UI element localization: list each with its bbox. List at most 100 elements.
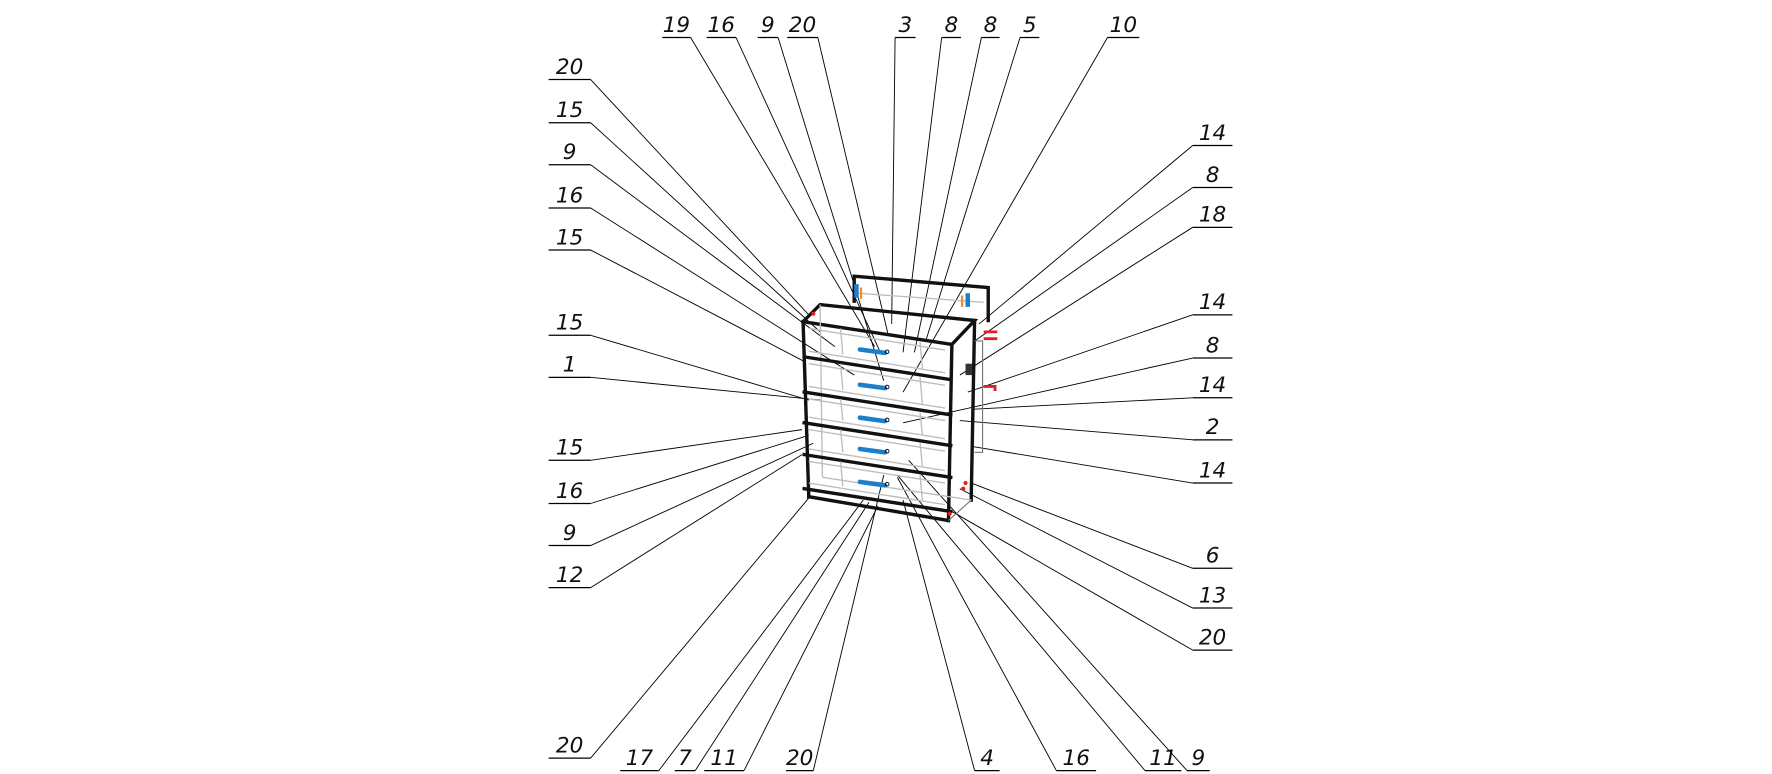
- callout-right: 2: [1192, 415, 1233, 441]
- callout-top: 19: [662, 13, 691, 39]
- fixing-markers: [811, 311, 998, 516]
- callout-left: 15: [548, 311, 591, 336]
- callout-left: 15: [548, 436, 591, 461]
- callout-top: 8: [981, 13, 1000, 39]
- callout-number: 20: [556, 55, 583, 80]
- carcass: [800, 302, 984, 523]
- handle-icon: [857, 415, 888, 424]
- leader-line: [590, 79, 810, 316]
- leader-line: [971, 482, 1193, 569]
- callout-number: 14: [1199, 121, 1226, 146]
- handle-icon: [857, 446, 888, 455]
- callout-number: 20: [786, 746, 813, 771]
- callout-bottom: 11: [704, 746, 745, 772]
- callout-number: 15: [556, 98, 583, 123]
- callout-number: 8: [984, 13, 998, 38]
- leader-line: [590, 454, 803, 588]
- callout-right: 20: [1192, 625, 1233, 651]
- callout-left: 15: [548, 225, 591, 251]
- callout-number: 2: [1206, 415, 1220, 440]
- leader-line: [777, 37, 885, 381]
- callout-right: 6: [1192, 544, 1233, 569]
- leader-line: [908, 460, 1188, 771]
- callout-number: 20: [556, 733, 583, 758]
- callout-number: 8: [944, 13, 958, 38]
- callout-number: 16: [556, 479, 583, 504]
- leader-line: [902, 37, 943, 353]
- drawer-divider: [802, 452, 953, 480]
- leader-line: [891, 37, 896, 324]
- leader-line: [913, 37, 982, 353]
- chest-of-drawers: [800, 274, 998, 523]
- leader-line: [925, 37, 1021, 342]
- callout-left: 15: [548, 98, 591, 124]
- drawer: [808, 428, 946, 472]
- callout-left: 20: [548, 733, 591, 759]
- callout-right: 14: [1192, 121, 1233, 147]
- leader-line: [735, 37, 881, 353]
- callout-number: 16: [1063, 746, 1090, 771]
- callout-number: 6: [1206, 544, 1220, 569]
- handle-icon: [857, 479, 888, 488]
- callout-bottom: 9: [1187, 746, 1210, 772]
- callout-left: 12: [548, 563, 591, 589]
- callout-bottom: 4: [974, 746, 1000, 772]
- callout-number: 13: [1199, 583, 1226, 608]
- callout-number: 19: [663, 13, 690, 38]
- back-panel: [852, 274, 990, 323]
- callout-top: 16: [706, 13, 737, 39]
- callout-number: 9: [563, 140, 577, 165]
- leader-line: [590, 122, 821, 333]
- callout-number: 9: [1192, 746, 1206, 771]
- callout-number: 7: [678, 746, 692, 771]
- callout-right: 8: [1192, 333, 1233, 359]
- leader-line: [590, 434, 809, 504]
- callout-right: 8: [1192, 163, 1233, 189]
- callout-bottom: 7: [674, 746, 696, 772]
- handle-icon: [857, 347, 888, 356]
- callout-left: 1: [548, 353, 591, 378]
- leader-line: [897, 474, 1146, 771]
- callout-number: 8: [1206, 163, 1220, 188]
- callout-bottom: 16: [1056, 746, 1097, 772]
- callout-top: 8: [941, 13, 961, 39]
- leader-line: [694, 502, 870, 771]
- callout-number: 5: [1023, 13, 1037, 38]
- leader-line: [590, 334, 809, 401]
- leader-line: [967, 314, 1193, 393]
- leader-line: [959, 488, 1193, 609]
- handle-icon: [857, 382, 888, 391]
- drawer: [808, 398, 946, 440]
- callout-number: 14: [1199, 458, 1226, 483]
- leader-line: [973, 397, 1193, 410]
- callout-number: 10: [1110, 13, 1137, 38]
- leader-line: [896, 477, 1057, 771]
- callout-number: 11: [1149, 746, 1176, 771]
- callout-right: 14: [1192, 373, 1233, 399]
- callout-number: 14: [1199, 373, 1226, 398]
- callout-number: 15: [556, 436, 583, 461]
- callout-number: 9: [761, 13, 775, 38]
- leader-line: [959, 226, 1193, 376]
- leader-line: [974, 187, 1193, 342]
- drawer: [808, 327, 946, 374]
- callout-number: 20: [1199, 625, 1226, 650]
- callout-number: 20: [789, 13, 816, 38]
- leader-line: [590, 496, 811, 759]
- drawers: [802, 327, 953, 514]
- callout-number: 4: [980, 746, 994, 771]
- leader-line: [743, 505, 879, 771]
- leader-line: [590, 376, 821, 401]
- leader-line: [951, 511, 1193, 651]
- leader-line: [690, 37, 876, 347]
- callout-bottom: 11: [1144, 746, 1182, 772]
- leader-line: [590, 429, 803, 461]
- drawer-divider: [802, 420, 953, 448]
- callout-number: 16: [556, 183, 583, 208]
- callout-left: 16: [548, 479, 591, 505]
- callout-number: 15: [556, 225, 583, 250]
- callout-right: 14: [1192, 458, 1233, 484]
- callout-right: 14: [1192, 290, 1233, 316]
